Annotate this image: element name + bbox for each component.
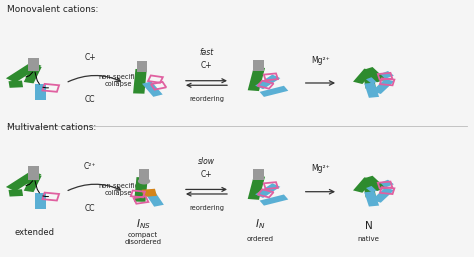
Text: $I_N$: $I_N$: [255, 217, 265, 231]
Text: compact
disordered: compact disordered: [125, 232, 162, 245]
Text: reordering: reordering: [189, 205, 224, 211]
Bar: [139, 169, 149, 180]
Text: extended: extended: [15, 228, 55, 237]
Text: non-specific
collapse: non-specific collapse: [98, 183, 138, 196]
Text: non-specific
collapse: non-specific collapse: [98, 74, 138, 87]
Text: fast: fast: [200, 48, 214, 57]
Bar: [9, 80, 23, 88]
Bar: [28, 58, 39, 71]
Bar: [264, 74, 278, 80]
Bar: [364, 176, 386, 191]
Bar: [253, 169, 264, 180]
Bar: [380, 187, 394, 194]
Text: N: N: [365, 221, 373, 231]
Text: CC: CC: [85, 95, 95, 104]
Text: Multivalent cations:: Multivalent cations:: [7, 123, 96, 132]
Bar: [378, 73, 392, 80]
Bar: [372, 187, 394, 203]
Bar: [248, 176, 265, 200]
Bar: [258, 189, 273, 197]
Bar: [353, 177, 374, 193]
Text: native: native: [357, 236, 380, 242]
Bar: [255, 75, 280, 89]
Text: Mg²⁺: Mg²⁺: [311, 164, 330, 173]
Bar: [248, 67, 265, 91]
Text: C+: C+: [201, 170, 212, 179]
Bar: [258, 81, 273, 89]
Bar: [35, 84, 46, 100]
Bar: [264, 182, 278, 189]
Bar: [260, 195, 288, 206]
Bar: [43, 84, 59, 92]
Bar: [133, 69, 147, 94]
Bar: [151, 82, 166, 90]
Bar: [6, 62, 42, 82]
Bar: [9, 189, 23, 197]
Text: C+: C+: [201, 61, 212, 70]
Bar: [255, 183, 280, 198]
Bar: [366, 180, 394, 192]
Bar: [364, 82, 379, 98]
Bar: [24, 174, 42, 192]
Bar: [364, 191, 379, 207]
Bar: [43, 192, 59, 200]
Bar: [131, 190, 145, 197]
Bar: [372, 79, 394, 94]
Bar: [363, 74, 376, 89]
Bar: [134, 177, 148, 202]
Bar: [35, 193, 46, 209]
Bar: [380, 78, 394, 85]
Bar: [253, 60, 264, 71]
Text: C+: C+: [84, 53, 96, 62]
Circle shape: [138, 178, 150, 185]
Bar: [24, 66, 42, 84]
Bar: [378, 182, 392, 188]
Bar: [28, 166, 39, 180]
Bar: [260, 86, 288, 97]
Text: reordering: reordering: [189, 96, 224, 103]
Bar: [134, 196, 148, 204]
Bar: [145, 191, 164, 207]
Text: Monovalent cations:: Monovalent cations:: [7, 5, 98, 14]
Text: $I_{NS}$: $I_{NS}$: [136, 217, 150, 231]
Bar: [137, 61, 147, 72]
Bar: [364, 67, 386, 82]
Bar: [142, 81, 163, 97]
Bar: [142, 189, 157, 197]
Text: C²⁺: C²⁺: [84, 162, 96, 171]
Bar: [353, 69, 374, 84]
Bar: [6, 170, 42, 191]
Text: Mg²⁺: Mg²⁺: [311, 56, 330, 65]
Text: slow: slow: [198, 157, 215, 166]
Bar: [363, 182, 376, 197]
Text: CC: CC: [85, 204, 95, 213]
Bar: [148, 76, 163, 83]
Text: ordered: ordered: [247, 236, 274, 242]
Bar: [366, 71, 394, 84]
